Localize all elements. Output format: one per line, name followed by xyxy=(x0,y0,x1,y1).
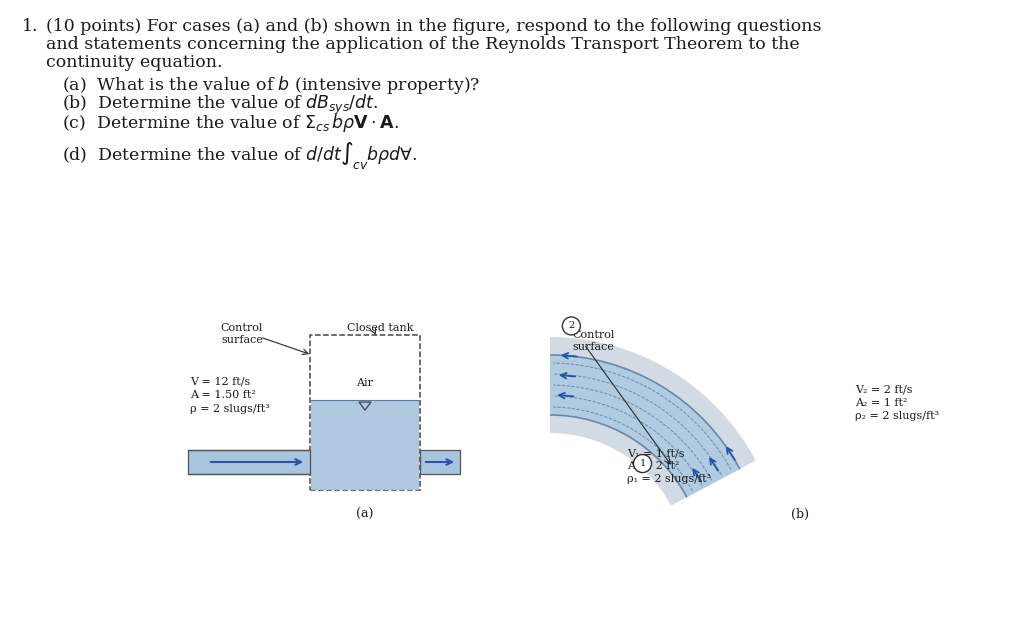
Text: (c)  Determine the value of $\Sigma_{cs}\,b\rho\mathbf{V}\cdot\mathbf{A}$.: (c) Determine the value of $\Sigma_{cs}\… xyxy=(62,112,399,134)
Wedge shape xyxy=(550,337,756,469)
Text: Air: Air xyxy=(356,378,374,388)
Text: (10 points) For cases (a) and (b) shown in the figure, respond to the following : (10 points) For cases (a) and (b) shown … xyxy=(46,18,821,35)
Text: Control
surface: Control surface xyxy=(221,323,263,345)
Text: (b): (b) xyxy=(791,508,809,521)
Text: V₂ = 2 ft/s: V₂ = 2 ft/s xyxy=(855,385,912,395)
Circle shape xyxy=(562,317,581,335)
Text: (a)  What is the value of $b$ (intensive property)?: (a) What is the value of $b$ (intensive … xyxy=(62,74,480,96)
Text: (b)  Determine the value of $dB_{sys}/dt$.: (b) Determine the value of $dB_{sys}/dt$… xyxy=(62,93,379,117)
Wedge shape xyxy=(550,415,687,506)
Wedge shape xyxy=(550,355,739,497)
Text: Closed tank: Closed tank xyxy=(347,323,414,333)
Text: A₁ = 2 ft²: A₁ = 2 ft² xyxy=(627,461,680,471)
Text: (d)  Determine the value of $d/dt\int_{cv}b\rho d\forall$.: (d) Determine the value of $d/dt\int_{cv… xyxy=(62,140,418,171)
Text: A₂ = 1 ft²: A₂ = 1 ft² xyxy=(855,398,907,408)
Text: ρ = 2 slugs/ft³: ρ = 2 slugs/ft³ xyxy=(190,404,269,414)
Text: 1: 1 xyxy=(639,459,645,468)
Text: A = 1.50 ft²: A = 1.50 ft² xyxy=(190,390,256,400)
Bar xyxy=(310,335,420,490)
Bar xyxy=(311,401,419,490)
Bar xyxy=(188,450,310,474)
Text: (a): (a) xyxy=(356,508,374,521)
Text: ρ₂ = 2 slugs/ft³: ρ₂ = 2 slugs/ft³ xyxy=(855,411,939,421)
Wedge shape xyxy=(550,355,739,497)
Text: 2: 2 xyxy=(568,321,574,330)
Text: 1.: 1. xyxy=(22,18,39,35)
Text: V = 12 ft/s: V = 12 ft/s xyxy=(190,376,250,386)
Circle shape xyxy=(634,455,651,472)
Text: ρ₁ = 2 slugs/ft³: ρ₁ = 2 slugs/ft³ xyxy=(627,474,711,484)
Text: V₁ = 1 ft/s: V₁ = 1 ft/s xyxy=(627,448,684,458)
Text: continuity equation.: continuity equation. xyxy=(46,54,222,71)
Bar xyxy=(420,450,460,474)
Text: and statements concerning the application of the Reynolds Transport Theorem to t: and statements concerning the applicatio… xyxy=(46,36,800,53)
Text: Control
surface: Control surface xyxy=(572,330,614,352)
